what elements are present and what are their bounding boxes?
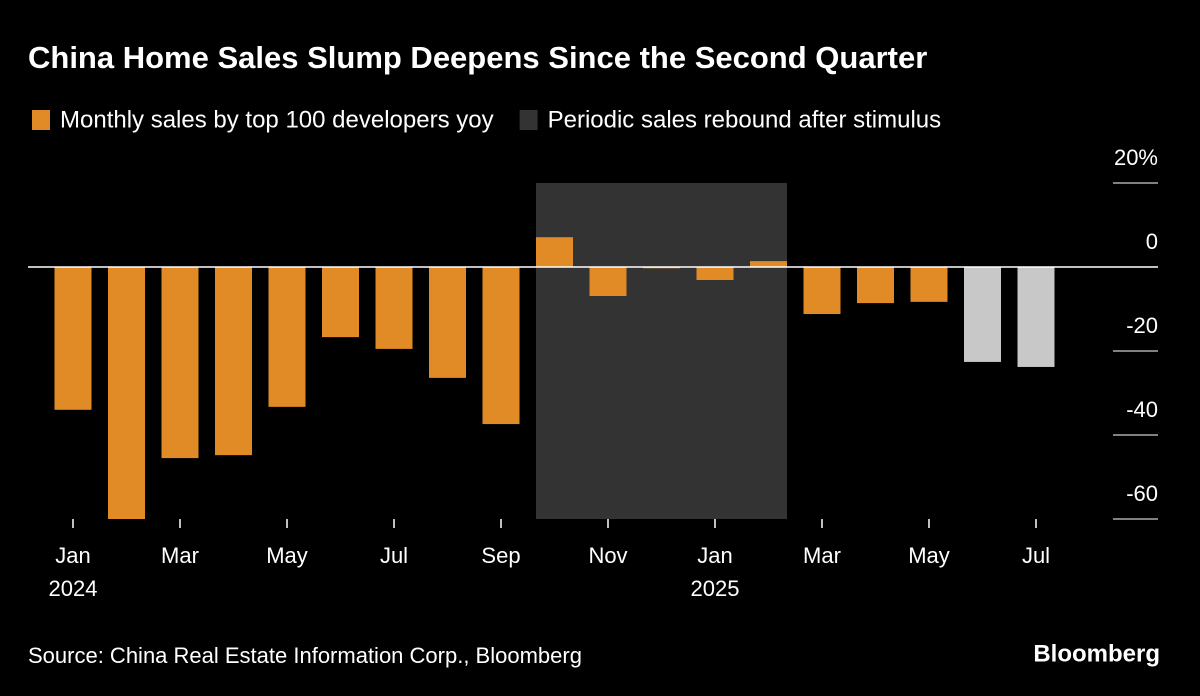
bar <box>964 267 1001 362</box>
x-tick-label: Mar <box>803 543 841 568</box>
x-tick-label: Nov <box>588 543 627 568</box>
brand: Bloomberg <box>1033 640 1160 667</box>
x-tick-label: May <box>266 543 308 568</box>
x-tick-label: Jan <box>697 543 732 568</box>
bar <box>215 267 252 456</box>
bar <box>322 267 359 338</box>
chart-title: China Home Sales Slump Deepens Since the… <box>28 40 927 75</box>
y-tick-label: 20% <box>1114 145 1158 170</box>
legend-swatch <box>519 110 538 130</box>
x-tick-label: May <box>908 543 950 568</box>
bar <box>696 267 734 281</box>
bar <box>910 267 948 302</box>
y-tick-label: -40 <box>1126 397 1158 422</box>
legend-label: Monthly sales by top 100 developers yoy <box>60 106 494 133</box>
source: Source: China Real Estate Information Co… <box>28 643 582 668</box>
x-tick-label: Sep <box>481 543 520 568</box>
legend-label: Periodic sales rebound after stimulus <box>548 106 942 133</box>
x-year-label: 2024 <box>49 576 98 601</box>
bar <box>108 267 145 519</box>
bar <box>1017 267 1055 367</box>
bar <box>268 267 306 407</box>
shaded-band <box>536 183 787 519</box>
bar <box>54 267 92 410</box>
bar <box>857 267 894 304</box>
bar <box>803 267 841 315</box>
bar <box>482 267 520 425</box>
y-tick-label: -20 <box>1126 313 1158 338</box>
y-tick-label: -60 <box>1126 481 1158 506</box>
x-year-label: 2025 <box>691 576 740 601</box>
x-tick-label: Jan <box>55 543 90 568</box>
bar <box>375 267 413 349</box>
x-tick-label: Jul <box>1022 543 1050 568</box>
bar <box>161 267 199 459</box>
bar <box>429 267 466 378</box>
x-tick-label: Jul <box>380 543 408 568</box>
legend-swatch <box>32 110 50 130</box>
y-tick-label: 0 <box>1146 229 1158 254</box>
bar <box>750 261 787 267</box>
bar <box>536 237 573 267</box>
x-tick-label: Mar <box>161 543 199 568</box>
bar <box>589 267 627 296</box>
